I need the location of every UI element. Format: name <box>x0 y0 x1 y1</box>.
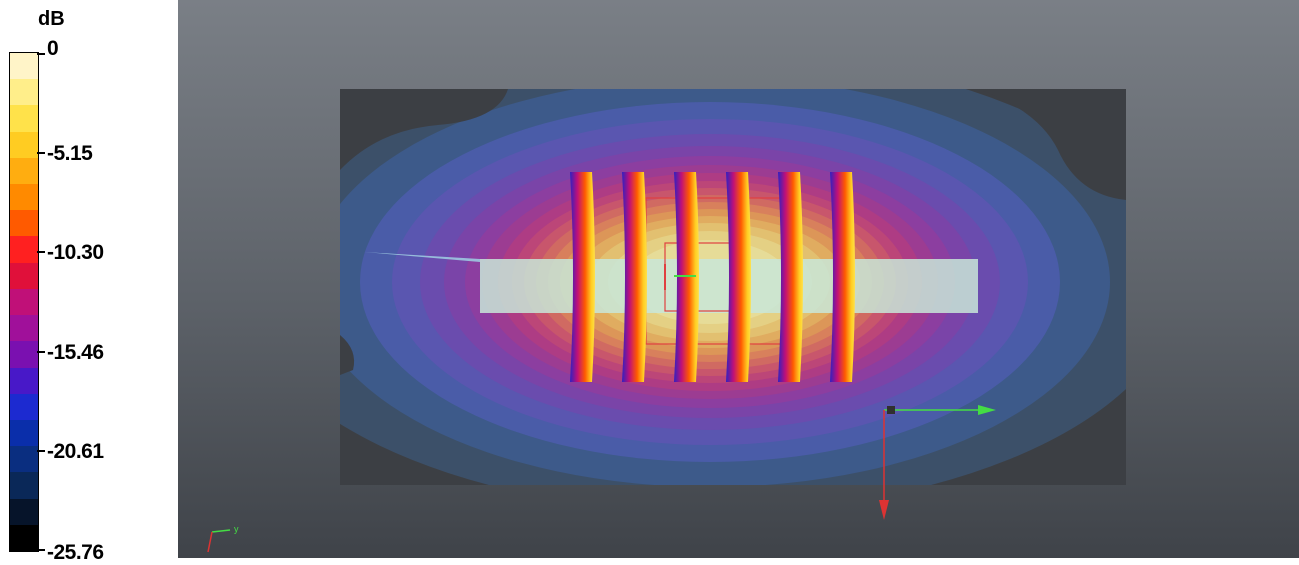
legend-tick-mark <box>37 449 45 452</box>
legend-tick-mark <box>37 350 45 353</box>
legend-tick-label: -10.30 <box>47 241 104 265</box>
antenna-element-1 <box>570 172 595 382</box>
colorbar-segment <box>10 79 38 107</box>
legend-tick-mark <box>37 251 45 254</box>
colorbar-segment <box>10 210 38 238</box>
field-plot-scene[interactable]: y <box>178 0 1299 558</box>
colorbar-segment <box>10 472 38 500</box>
legend-tick-label: -20.61 <box>47 439 104 463</box>
colorbar-segment <box>10 498 38 526</box>
colorbar-segment <box>10 393 38 421</box>
color-legend: dB 0 -5.15 -10.30 -15.46 -20.61 -25.76 <box>0 0 178 564</box>
beam-edge <box>364 252 480 262</box>
colorbar-segment <box>10 524 38 552</box>
axis-x-arrow <box>978 405 996 415</box>
colorbar-segment <box>10 53 38 81</box>
axis-origin <box>887 406 895 414</box>
antenna-element-5 <box>778 172 803 382</box>
colorbar-segment <box>10 446 38 474</box>
colorbar-segment <box>10 315 38 343</box>
triad-z-line <box>207 531 213 553</box>
antenna-element-6 <box>830 172 855 382</box>
legend-tick-label: -5.15 <box>47 142 93 166</box>
legend-tick-mark <box>37 549 45 551</box>
plane-corner <box>978 89 1126 200</box>
colorbar-segment <box>10 184 38 212</box>
antenna-element-2 <box>622 172 647 382</box>
legend-tick-mark <box>37 53 45 55</box>
axis-z-arrow <box>879 500 889 520</box>
field-plane <box>340 89 1126 485</box>
triad-y-line <box>211 529 231 533</box>
plane-corner <box>340 335 355 375</box>
legend-tick-label: 0 <box>47 37 59 60</box>
colorbar <box>9 52 39 552</box>
colorbar-segment <box>10 419 38 448</box>
colorbar-segment <box>10 288 38 317</box>
legend-tick-mark <box>37 152 45 155</box>
colorbar-segment <box>10 367 38 395</box>
legend-unit-label: dB <box>38 8 65 30</box>
3d-viewport[interactable]: y <box>178 0 1299 558</box>
triad-y-label: y <box>234 524 239 534</box>
colorbar-segment <box>10 262 38 290</box>
legend-tick-label: -15.46 <box>47 340 104 364</box>
colorbar-segment <box>10 236 38 264</box>
plane-corner <box>340 89 508 170</box>
colorbar-segment <box>10 131 38 159</box>
colorbar-segment <box>10 105 38 133</box>
colorbar-segment <box>10 341 38 369</box>
colorbar-segment <box>10 157 38 186</box>
legend-tick-label: -25.76 <box>47 541 104 564</box>
antenna-element-4 <box>726 172 751 382</box>
